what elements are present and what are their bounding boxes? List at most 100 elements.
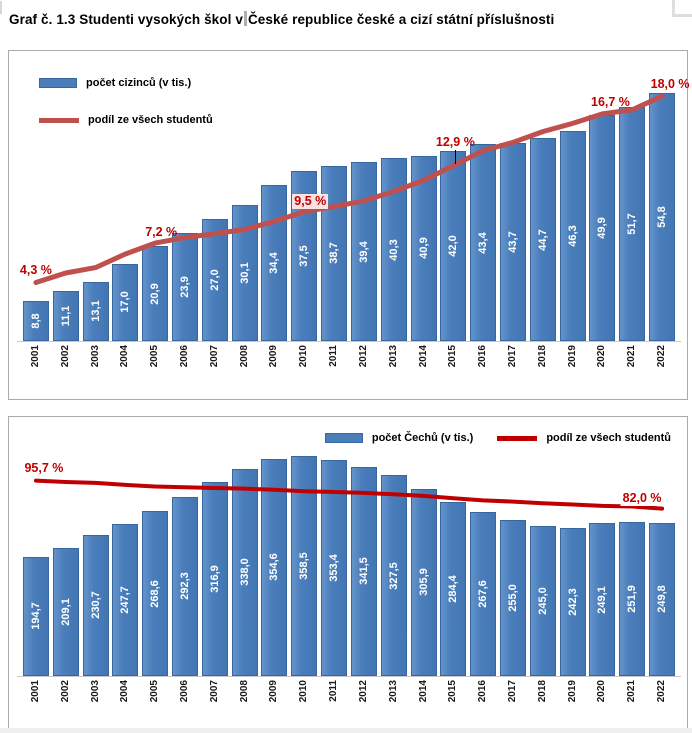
x-axis-label-2003: 2003 [89,345,101,368]
bar-value-label: 11,1 [59,305,72,327]
share-annotation: 7,2 % [145,225,178,240]
x-axis-label-2007: 2007 [208,680,220,703]
foreign-students-chart: 8,8 2001 11,1 2002 13,1 2003 17,0 2004 20,9 2005 2… [8,50,690,400]
title-text-right: České republice české a cizí státní přís… [247,12,555,27]
bar-value-label: 268,6 [149,579,162,608]
bar-2002 [52,547,79,676]
bar-value-label: 358,5 [298,552,311,580]
x-axis-label-2019: 2019 [566,345,578,368]
bar-value-label: 42,0 [447,235,460,257]
x-axis-label-2014: 2014 [417,345,429,368]
bar-value-label: 40,3 [387,238,400,261]
bar-value-label: 54,8 [656,206,669,228]
x-axis-label-2018: 2018 [536,680,548,703]
x-axis-label-2012: 2012 [357,680,369,703]
bar-value-label: 49,9 [596,217,609,239]
bar-value-label: 316,9 [208,565,221,593]
table-corner-artifact [672,0,692,17]
bar-value-label: 38,7 [328,242,341,264]
legend-label: podíl ze všech studentů [546,432,671,444]
x-axis-label-2007: 2007 [208,345,220,368]
bar-value-label: 37,5 [298,245,311,267]
line-series-swatch [497,435,538,441]
bar-2021 [619,521,646,676]
bar-2019 [559,527,586,676]
legend-item-line: podíl ze všech studentů [497,432,671,444]
page-bottom-margin [0,728,692,733]
x-axis-label-2005: 2005 [149,345,161,368]
x-axis-label-2022: 2022 [656,680,668,703]
x-axis-label-2014: 2014 [417,680,429,703]
page-title: Graf č. 1.3 Studenti vysokých škol v Česk… [9,11,554,27]
bar-2003 [82,281,109,341]
bar-2022 [649,522,676,676]
bar-value-label: 20,9 [149,282,162,305]
x-axis-label-2015: 2015 [447,680,459,703]
bar-value-label: 242,3 [566,588,579,616]
chart-legend: počet Čechů (v tis.) podíl ze všech stude… [324,432,671,444]
x-axis-label-2013: 2013 [387,680,399,703]
bar-2014 [410,488,437,676]
x-axis-label-2022: 2022 [656,345,668,368]
bar-value-label: 251,9 [626,585,639,613]
bar-value-label: 267,6 [477,580,490,608]
legend-item-bars: počet Čechů (v tis.) [324,432,474,444]
bar-2002 [52,290,79,341]
x-axis-label-2011: 2011 [328,345,340,367]
x-axis-label-2001: 2001 [29,680,41,703]
line-series-swatch [39,117,79,123]
share-annotation: 82,0 % [620,490,664,506]
bar-2003 [82,534,109,676]
x-axis-label-2006: 2006 [179,680,190,703]
bar-value-label: 353,4 [328,554,341,582]
bar-value-label: 27,0 [208,269,221,291]
share-annotation: 9,5 % [292,193,329,209]
bar-value-label: 209,1 [59,598,72,626]
x-axis-label-2012: 2012 [357,345,369,368]
legend-label: počet Čechů (v tis.) [371,432,474,444]
bar-series-swatch [324,433,363,443]
x-axis-label-2015: 2015 [447,345,459,368]
chart-legend: počet cizinců (v tis.) podíl ze všech stu… [39,77,213,126]
x-axis-label-2009: 2009 [268,345,280,368]
bar-value-label: 249,1 [596,585,609,614]
x-axis-label-2018: 2018 [536,345,548,368]
x-axis-label-2005: 2005 [149,680,161,703]
x-axis-label-2016: 2016 [477,680,489,703]
bar-value-label: 249,8 [656,585,669,614]
bar-2016 [470,512,497,676]
bar-value-label: 292,3 [179,572,191,601]
x-axis-label-2002: 2002 [59,680,71,703]
x-axis-label-2021: 2021 [626,345,638,368]
bar-value-label: 43,7 [507,231,519,253]
bar-value-label: 23,9 [179,276,191,298]
text-cursor [243,11,247,26]
legend-label: počet cizinců (v tis.) [86,77,192,89]
bar-2007 [201,481,228,676]
bar-value-label: 247,7 [119,586,132,614]
bar-value-label: 338,0 [238,558,251,587]
bar-value-label: 34,4 [268,252,281,274]
bar-value-label: 284,4 [447,575,460,603]
bar-value-label: 245,0 [536,587,549,615]
share-annotation: 12,9 % [435,134,475,149]
bar-value-label: 40,9 [417,237,430,259]
x-axis-label-2020: 2020 [596,680,608,703]
bar-value-label: 44,7 [536,228,549,251]
bar-value-label: 255,0 [507,584,519,612]
x-axis-label-2008: 2008 [238,345,250,368]
share-annotation: 95,7 % [24,460,64,475]
x-axis-label-2010: 2010 [298,680,310,703]
x-axis-label-2009: 2009 [268,680,280,703]
bar-2006 [172,496,198,676]
legend-item-line: podíl ze všech studentů [39,114,213,126]
x-axis-line [17,341,681,342]
page-edge-artifact [0,1,2,14]
bar-value-label: 354,6 [268,553,281,582]
bar-2001 [22,301,49,341]
legend-item-bars: počet cizinců (v tis.) [39,77,213,89]
x-axis-label-2017: 2017 [507,345,518,368]
bar-value-label: 194,7 [29,602,42,631]
x-axis-line [17,676,681,677]
share-annotation: 4,3 % [19,262,52,277]
